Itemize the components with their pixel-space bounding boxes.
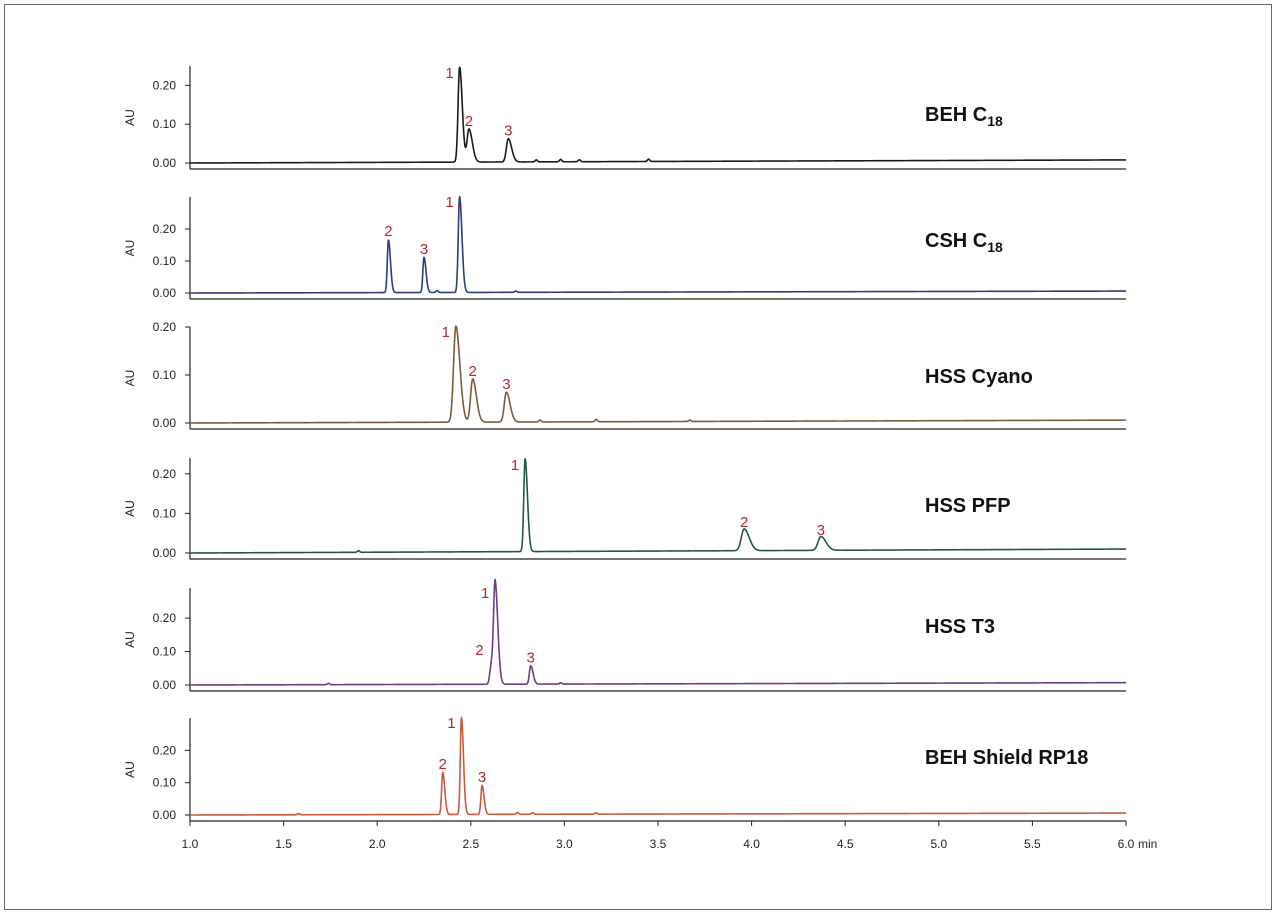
y-tick-label: 0.00 <box>153 286 177 300</box>
peak-label: 3 <box>502 376 510 393</box>
trace-line <box>189 458 1127 554</box>
peak-label: 3 <box>420 241 428 258</box>
y-tick-label: 0.00 <box>153 808 177 822</box>
y-tick-label: 0.10 <box>153 368 177 382</box>
y-tick-label: 0.10 <box>153 776 177 790</box>
x-axis-unit: min <box>1138 837 1157 851</box>
peak-label: 1 <box>447 715 455 732</box>
panel-hss-pfp: 0.00 0.10 0.20 AU 1 2 3 HSS PFP <box>123 457 1127 560</box>
panel-csh-c18: 0.00 0.10 0.20 AU 2 3 1 CSH C18 <box>123 194 1127 300</box>
peak-label: 2 <box>439 756 447 773</box>
x-tick-label: 4.0 <box>743 837 760 851</box>
peak-label: 1 <box>442 324 450 341</box>
column-name: BEH C18 <box>925 104 1003 129</box>
peak-label: 2 <box>469 363 477 380</box>
peak-label: 2 <box>465 113 473 130</box>
x-tick-label: 5.0 <box>930 837 947 851</box>
trace-line <box>189 578 1127 686</box>
y-tick-label: 0.20 <box>153 78 177 92</box>
y-tick-label: 0.20 <box>153 467 177 481</box>
peak-label: 2 <box>740 514 748 531</box>
panel-beh-shield-rp18: 0.00 0.10 0.20 AU 2 1 3 BEH Shield RP18 <box>123 715 1127 822</box>
y-tick-label: 0.20 <box>153 611 177 625</box>
y-axis-label: AU <box>123 500 137 517</box>
y-axis-label: AU <box>123 370 137 387</box>
y-tick-label: 0.00 <box>153 416 177 430</box>
trace-line <box>189 195 1127 294</box>
y-tick-label: 0.00 <box>153 156 177 170</box>
peak-label: 1 <box>445 194 453 211</box>
y-tick-label: 0.00 <box>153 678 177 692</box>
x-tick-label: 3.5 <box>650 837 667 851</box>
trace-line <box>189 325 1127 424</box>
peak-label: 1 <box>445 65 453 82</box>
x-tick-label: 3.0 <box>556 837 573 851</box>
column-name: BEH Shield RP18 <box>925 747 1088 769</box>
trace-line <box>189 716 1127 816</box>
column-name: HSS PFP <box>925 495 1011 517</box>
x-tick-label: 2.5 <box>462 837 479 851</box>
y-tick-label: 0.20 <box>153 222 177 236</box>
peak-label: 3 <box>817 522 825 539</box>
y-axis-label: AU <box>123 109 137 126</box>
trace-line <box>189 66 1127 164</box>
column-name: HSS T3 <box>925 616 995 638</box>
x-tick-label: 1.5 <box>275 837 292 851</box>
x-axis: 1.0 1.5 2.0 2.5 3.0 3.5 4.0 4.5 5.0 5.5 6.0 min <box>182 821 1157 851</box>
peak-label: 2 <box>475 642 483 659</box>
y-tick-label: 0.00 <box>153 546 177 560</box>
y-tick-label: 0.20 <box>153 743 177 757</box>
y-tick-label: 0.20 <box>153 320 177 334</box>
peak-label: 3 <box>478 769 486 786</box>
y-axis-label: AU <box>123 240 137 257</box>
peak-label: 3 <box>504 123 512 140</box>
x-tick-label: 1.0 <box>182 837 199 851</box>
peak-label: 3 <box>527 650 535 667</box>
column-name: HSS Cyano <box>925 366 1033 388</box>
peak-label: 1 <box>481 585 489 602</box>
y-tick-label: 0.10 <box>153 117 177 131</box>
y-tick-label: 0.10 <box>153 254 177 268</box>
x-tick-label: 4.5 <box>837 837 854 851</box>
y-axis-label: AU <box>123 761 137 778</box>
panel-beh-c18: 0.00 0.10 0.20 AU 1 2 3 BEH C18 <box>123 65 1127 170</box>
panel-hss-cyano: 0.00 0.10 0.20 AU 1 2 3 HSS Cyano <box>123 320 1127 430</box>
y-axis-label: AU <box>123 631 137 648</box>
column-name: CSH C18 <box>925 230 1003 255</box>
figure-frame <box>4 4 1272 910</box>
x-tick-label: 6.0 <box>1118 837 1135 851</box>
y-tick-label: 0.10 <box>153 645 177 659</box>
panel-hss-t3: 0.00 0.10 0.20 AU 2 1 3 HSS T3 <box>123 578 1127 692</box>
y-tick-label: 0.10 <box>153 506 177 520</box>
x-tick-label: 5.5 <box>1024 837 1041 851</box>
peak-label: 1 <box>511 457 519 474</box>
peak-label: 2 <box>384 223 392 240</box>
x-tick-label: 2.0 <box>369 837 386 851</box>
